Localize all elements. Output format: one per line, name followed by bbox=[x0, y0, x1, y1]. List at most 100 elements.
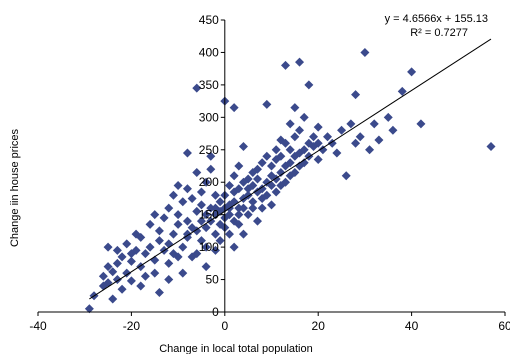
data-point bbox=[374, 135, 384, 145]
data-point bbox=[126, 249, 136, 259]
data-point bbox=[173, 180, 183, 190]
y-tick-label: 0 bbox=[212, 305, 219, 319]
y-axis-title: Change iin house prices bbox=[9, 128, 21, 247]
data-point bbox=[248, 180, 258, 190]
data-point bbox=[234, 203, 244, 213]
y-tick-label: 400 bbox=[199, 45, 219, 59]
data-point bbox=[257, 158, 267, 168]
data-point bbox=[304, 80, 314, 90]
data-point bbox=[206, 151, 216, 161]
data-point bbox=[299, 112, 309, 122]
data-point bbox=[257, 203, 267, 213]
data-point bbox=[173, 252, 183, 262]
y-tick-label: 50 bbox=[205, 273, 219, 287]
data-point bbox=[224, 229, 234, 239]
data-point bbox=[112, 245, 122, 255]
data-point bbox=[140, 271, 150, 281]
data-point bbox=[397, 86, 407, 96]
data-point bbox=[178, 242, 188, 252]
data-point bbox=[229, 103, 239, 113]
data-point bbox=[201, 177, 211, 187]
data-point bbox=[285, 119, 295, 129]
y-tick-label: 350 bbox=[199, 78, 219, 92]
data-point bbox=[290, 132, 300, 142]
data-point bbox=[229, 242, 239, 252]
trendline-r2: R² = 0.7277 bbox=[410, 27, 468, 39]
data-point bbox=[98, 271, 108, 281]
data-point bbox=[173, 210, 183, 220]
data-point bbox=[103, 242, 113, 252]
data-point bbox=[229, 171, 239, 181]
data-point bbox=[323, 132, 333, 142]
data-point bbox=[388, 125, 398, 135]
data-point bbox=[201, 210, 211, 220]
data-point bbox=[210, 190, 220, 200]
x-axis-title: Change in local total population bbox=[159, 343, 313, 354]
data-point bbox=[168, 229, 178, 239]
y-tick-label: 150 bbox=[199, 208, 219, 222]
data-point bbox=[224, 210, 234, 220]
data-point bbox=[337, 125, 347, 135]
data-point bbox=[84, 304, 94, 314]
data-point bbox=[276, 167, 286, 177]
data-point bbox=[215, 236, 225, 246]
data-point bbox=[154, 226, 164, 236]
data-point bbox=[351, 90, 361, 100]
data-point bbox=[126, 256, 136, 266]
data-point bbox=[173, 219, 183, 229]
data-point bbox=[154, 288, 164, 298]
data-point bbox=[262, 99, 272, 109]
data-point bbox=[327, 138, 337, 148]
data-point bbox=[346, 119, 356, 129]
x-tick-label: 20 bbox=[312, 319, 326, 333]
data-point bbox=[281, 177, 291, 187]
data-point bbox=[262, 190, 272, 200]
data-point bbox=[164, 203, 174, 213]
data-point bbox=[243, 210, 253, 220]
data-point bbox=[309, 132, 319, 142]
data-point bbox=[201, 242, 211, 252]
data-point bbox=[192, 83, 202, 93]
data-point bbox=[416, 119, 426, 129]
data-point bbox=[168, 190, 178, 200]
data-point bbox=[299, 158, 309, 168]
data-point bbox=[234, 219, 244, 229]
data-point bbox=[192, 167, 202, 177]
data-point bbox=[355, 132, 365, 142]
data-point bbox=[281, 138, 291, 148]
data-point bbox=[117, 252, 127, 262]
data-point bbox=[145, 219, 155, 229]
y-tick-label: 200 bbox=[199, 175, 219, 189]
data-point bbox=[234, 184, 244, 194]
data-point bbox=[178, 268, 188, 278]
data-point bbox=[164, 258, 174, 268]
data-point bbox=[126, 276, 136, 286]
y-tick-labels: 0 50 100 150 200 250 300 350 400 450 bbox=[199, 13, 225, 319]
data-point bbox=[145, 242, 155, 252]
data-point bbox=[238, 203, 248, 213]
data-point bbox=[196, 187, 206, 197]
x-tick-label: -20 bbox=[123, 319, 141, 333]
data-point bbox=[252, 164, 262, 174]
data-point bbox=[201, 223, 211, 233]
data-point bbox=[295, 57, 305, 67]
data-point bbox=[150, 210, 160, 220]
data-point bbox=[267, 180, 276, 190]
data-point bbox=[313, 138, 323, 148]
data-point bbox=[192, 206, 202, 216]
data-point bbox=[252, 216, 262, 226]
data-point bbox=[267, 200, 276, 210]
x-tick-label: 0 bbox=[221, 319, 228, 333]
data-points bbox=[84, 47, 496, 314]
data-point bbox=[187, 193, 197, 203]
x-tick-label: 60 bbox=[498, 319, 510, 333]
data-point bbox=[136, 281, 146, 291]
data-point bbox=[159, 213, 169, 223]
data-point bbox=[224, 180, 234, 190]
data-point bbox=[238, 229, 248, 239]
y-tick-label: 100 bbox=[199, 240, 219, 254]
data-point bbox=[182, 184, 192, 194]
data-point bbox=[295, 125, 305, 135]
x-tick-label: -40 bbox=[29, 319, 47, 333]
